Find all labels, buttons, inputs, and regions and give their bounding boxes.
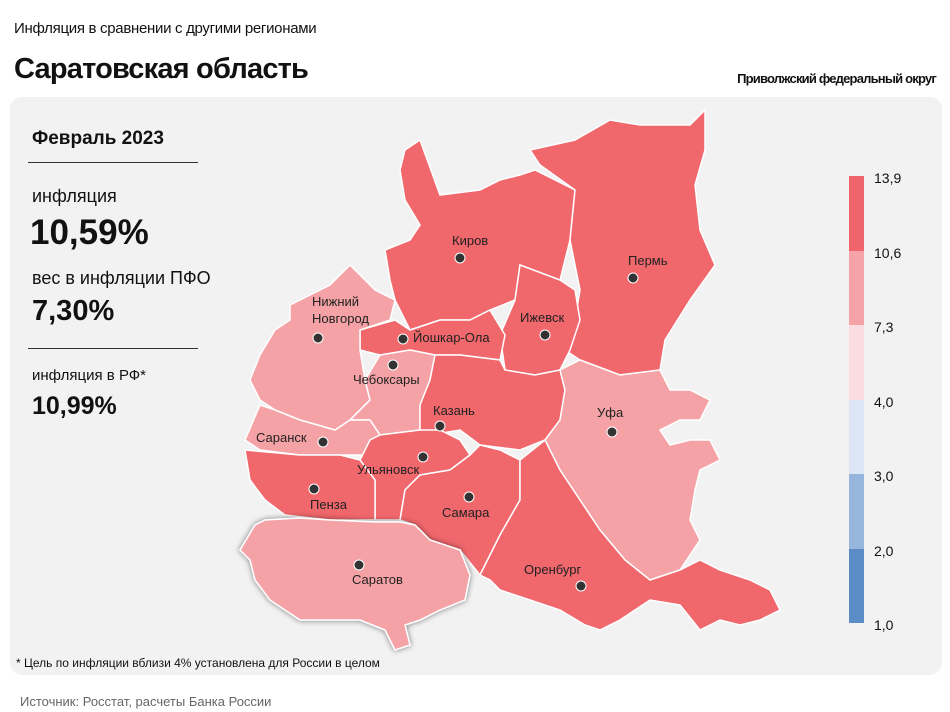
city-label: Саратов [352, 572, 403, 587]
city-label: Ульяновск [357, 462, 419, 477]
legend-swatch [849, 325, 864, 400]
region-Киров[interactable] [384, 138, 576, 331]
city-label: Казань [433, 403, 475, 418]
city-label: Оренбург [524, 562, 581, 577]
divider [28, 348, 198, 349]
city-marker [387, 359, 399, 371]
legend-tick: 3,0 [874, 468, 894, 484]
legend-swatch [849, 176, 864, 251]
city-marker [312, 332, 324, 344]
city-label: Ижевск [520, 310, 565, 325]
region-Оренбург[interactable] [478, 438, 782, 631]
rf-inflation-value: 10,99% [32, 392, 117, 420]
legend-tick: 7,3 [874, 319, 894, 335]
legend-tick: 2,0 [874, 542, 894, 559]
city-marker [606, 426, 618, 438]
city-label: Пенза [310, 497, 348, 512]
subtitle: Инфляция в сравнении с другими регионами [14, 20, 317, 37]
legend-swatch [849, 399, 864, 474]
weight-value: 7,30% [32, 295, 115, 327]
city-label: Самара [442, 505, 490, 520]
city-marker [317, 436, 329, 448]
city-marker [454, 252, 466, 264]
inflation-label: инфляция [32, 186, 117, 206]
legend-swatch [849, 548, 864, 623]
city-marker [417, 451, 429, 463]
city-label: Йошкар-Ола [413, 330, 490, 345]
legend-tick: 4,0 [874, 393, 894, 410]
city-label: Пермь [628, 253, 668, 268]
city-marker [353, 559, 365, 571]
legend-tick: 10,6 [874, 244, 902, 261]
legend-swatch [849, 250, 864, 325]
city-label: Саранск [256, 430, 307, 445]
city-marker [627, 272, 639, 284]
city-marker [539, 329, 551, 341]
city-marker [308, 483, 320, 495]
rf-inflation-label: инфляция в РФ* [32, 367, 147, 384]
divider [28, 162, 198, 163]
source: Источник: Росстат, расчеты Банка России [20, 694, 272, 709]
city-label: Нижний [312, 294, 359, 309]
city-label: Уфа [597, 405, 624, 420]
inflation-value: 10,59% [30, 213, 149, 252]
page-title: Саратовская область [14, 53, 309, 85]
city-marker [397, 333, 409, 345]
city-label: Киров [452, 233, 488, 248]
city-label: Новгород [312, 311, 369, 326]
weight-label: вес в инфляции ПФО [32, 268, 211, 288]
city-marker [463, 491, 475, 503]
city-marker [434, 420, 446, 432]
period-label: Февраль 2023 [32, 128, 164, 149]
region-Пермь[interactable] [528, 108, 716, 376]
legend-tick: 13,9 [874, 170, 902, 186]
legend-swatch [849, 474, 864, 549]
district-label: Приволжский федеральный округ [737, 71, 937, 86]
region-Саратов[interactable] [239, 517, 471, 651]
city-label: Чебоксары [353, 372, 420, 387]
region-Пенза[interactable] [244, 449, 376, 521]
city-marker [575, 580, 587, 592]
footnote: * Цель по инфляции вблизи 4% установлена… [16, 656, 380, 670]
legend-tick: 1,0 [874, 617, 894, 633]
